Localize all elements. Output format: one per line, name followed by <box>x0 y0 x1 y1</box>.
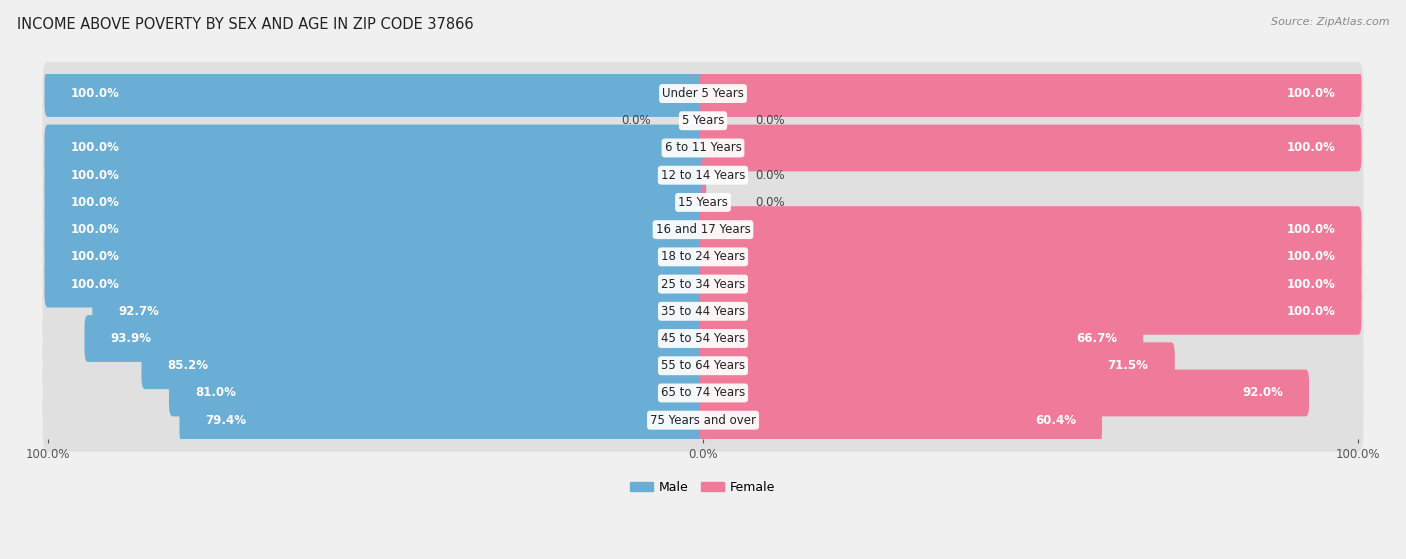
FancyBboxPatch shape <box>700 103 706 139</box>
FancyBboxPatch shape <box>42 171 1364 234</box>
FancyBboxPatch shape <box>42 225 1364 288</box>
Text: 100.0%: 100.0% <box>1286 223 1336 236</box>
Text: 60.4%: 60.4% <box>1035 414 1076 427</box>
FancyBboxPatch shape <box>700 342 1175 389</box>
Text: Under 5 Years: Under 5 Years <box>662 87 744 100</box>
Text: 45 to 54 Years: 45 to 54 Years <box>661 332 745 345</box>
Text: 100.0%: 100.0% <box>1286 141 1336 154</box>
FancyBboxPatch shape <box>45 260 706 307</box>
FancyBboxPatch shape <box>93 288 706 335</box>
Text: 100.0%: 100.0% <box>70 141 120 154</box>
FancyBboxPatch shape <box>45 70 706 117</box>
FancyBboxPatch shape <box>700 260 1361 307</box>
FancyBboxPatch shape <box>45 234 706 280</box>
Text: 100.0%: 100.0% <box>70 196 120 209</box>
FancyBboxPatch shape <box>700 234 1361 280</box>
FancyBboxPatch shape <box>42 116 1364 179</box>
Text: 100.0%: 100.0% <box>1286 87 1336 100</box>
Text: 100.0%: 100.0% <box>70 223 120 236</box>
FancyBboxPatch shape <box>700 288 1361 335</box>
Text: 12 to 14 Years: 12 to 14 Years <box>661 169 745 182</box>
FancyBboxPatch shape <box>700 70 1361 117</box>
Text: 0.0%: 0.0% <box>621 114 651 127</box>
Legend: Male, Female: Male, Female <box>626 476 780 499</box>
FancyBboxPatch shape <box>42 62 1364 125</box>
FancyBboxPatch shape <box>42 198 1364 261</box>
Text: 79.4%: 79.4% <box>205 414 246 427</box>
Text: 16 and 17 Years: 16 and 17 Years <box>655 223 751 236</box>
FancyBboxPatch shape <box>142 342 706 389</box>
FancyBboxPatch shape <box>42 334 1364 397</box>
Text: 92.7%: 92.7% <box>118 305 159 318</box>
Text: 100.0%: 100.0% <box>1286 305 1336 318</box>
FancyBboxPatch shape <box>84 315 706 362</box>
Text: 100.0%: 100.0% <box>70 250 120 263</box>
Text: 75 Years and over: 75 Years and over <box>650 414 756 427</box>
FancyBboxPatch shape <box>42 361 1364 424</box>
Text: 65 to 74 Years: 65 to 74 Years <box>661 386 745 400</box>
FancyBboxPatch shape <box>45 125 706 172</box>
Text: 25 to 34 Years: 25 to 34 Years <box>661 278 745 291</box>
Text: 15 Years: 15 Years <box>678 196 728 209</box>
Text: 100.0%: 100.0% <box>1286 250 1336 263</box>
FancyBboxPatch shape <box>42 253 1364 316</box>
FancyBboxPatch shape <box>700 315 1143 362</box>
Text: 71.5%: 71.5% <box>1108 359 1149 372</box>
Text: 0.0%: 0.0% <box>755 196 785 209</box>
Text: 6 to 11 Years: 6 to 11 Years <box>665 141 741 154</box>
FancyBboxPatch shape <box>700 184 706 220</box>
FancyBboxPatch shape <box>700 206 1361 253</box>
FancyBboxPatch shape <box>700 103 706 139</box>
Text: 0.0%: 0.0% <box>755 169 785 182</box>
Text: 35 to 44 Years: 35 to 44 Years <box>661 305 745 318</box>
FancyBboxPatch shape <box>45 179 706 226</box>
FancyBboxPatch shape <box>700 157 706 193</box>
FancyBboxPatch shape <box>42 89 1364 153</box>
Text: 100.0%: 100.0% <box>70 278 120 291</box>
FancyBboxPatch shape <box>42 389 1364 452</box>
FancyBboxPatch shape <box>700 397 1102 444</box>
FancyBboxPatch shape <box>169 369 706 416</box>
Text: 81.0%: 81.0% <box>195 386 236 400</box>
Text: Source: ZipAtlas.com: Source: ZipAtlas.com <box>1271 17 1389 27</box>
Text: 85.2%: 85.2% <box>167 359 208 372</box>
Text: 100.0%: 100.0% <box>70 169 120 182</box>
Text: 5 Years: 5 Years <box>682 114 724 127</box>
FancyBboxPatch shape <box>45 206 706 253</box>
Text: 93.9%: 93.9% <box>111 332 152 345</box>
Text: 100.0%: 100.0% <box>1286 278 1336 291</box>
Text: 55 to 64 Years: 55 to 64 Years <box>661 359 745 372</box>
Text: 0.0%: 0.0% <box>755 114 785 127</box>
FancyBboxPatch shape <box>700 125 1361 172</box>
Text: 66.7%: 66.7% <box>1076 332 1118 345</box>
FancyBboxPatch shape <box>42 144 1364 207</box>
Text: 92.0%: 92.0% <box>1241 386 1282 400</box>
FancyBboxPatch shape <box>180 397 706 444</box>
Text: INCOME ABOVE POVERTY BY SEX AND AGE IN ZIP CODE 37866: INCOME ABOVE POVERTY BY SEX AND AGE IN Z… <box>17 17 474 32</box>
FancyBboxPatch shape <box>42 280 1364 343</box>
Text: 18 to 24 Years: 18 to 24 Years <box>661 250 745 263</box>
FancyBboxPatch shape <box>700 369 1309 416</box>
Text: 100.0%: 100.0% <box>70 87 120 100</box>
FancyBboxPatch shape <box>42 307 1364 370</box>
FancyBboxPatch shape <box>45 152 706 198</box>
